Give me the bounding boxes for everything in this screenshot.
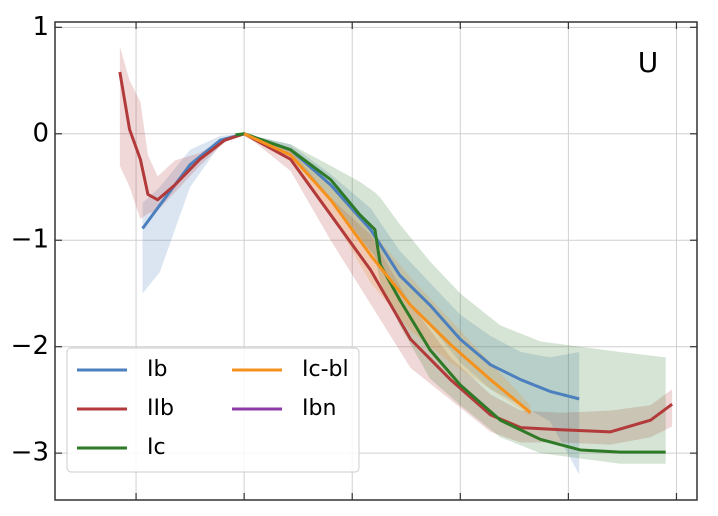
- line: [118, 71, 674, 434]
- axes: 1 0 −1 −2 −3: [11, 12, 698, 501]
- error-band: [235, 133, 666, 464]
- y-tick-label: −2: [11, 331, 49, 361]
- legend: Ib IIb Ic Ic-bl Ibn: [66, 347, 360, 473]
- line: [235, 132, 666, 454]
- legend-label: IIb: [147, 396, 174, 421]
- line: [141, 132, 580, 401]
- legend-label: Ic-bl: [302, 357, 349, 382]
- legend-label: Ibn: [302, 396, 336, 421]
- plot-frame: [54, 21, 698, 501]
- plot-data: [118, 46, 674, 475]
- annotation: U: [638, 46, 659, 79]
- y-tick-label: 1: [32, 12, 49, 42]
- line: [243, 132, 532, 414]
- y-tick-label: −1: [11, 225, 49, 255]
- legend-label: Ib: [147, 357, 167, 382]
- y-tick-label: 0: [32, 118, 49, 148]
- y-tick-label: −3: [11, 438, 49, 468]
- legend-box: [66, 347, 360, 473]
- legend-label: Ic: [147, 435, 166, 460]
